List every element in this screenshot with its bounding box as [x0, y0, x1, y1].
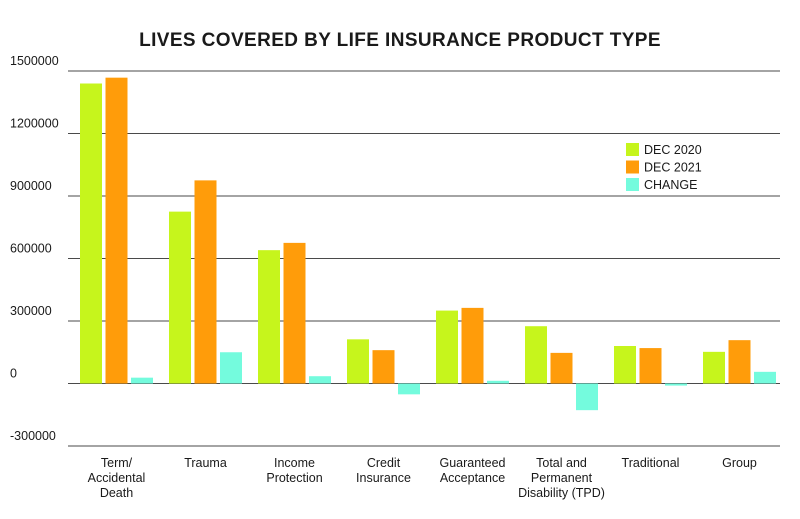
legend-swatch	[626, 178, 639, 191]
x-category-label: Total and Permanent Disability (TPD)	[518, 456, 605, 500]
bar-dec-2020	[347, 339, 369, 384]
x-category-label: Guaranteed Acceptance	[439, 456, 505, 485]
bar-dec-2021	[372, 350, 395, 384]
bar-dec-2020	[169, 211, 191, 384]
legend: DEC 2020 DEC 2021 CHANGE	[626, 143, 702, 192]
bar-change	[754, 371, 776, 384]
bar-change	[220, 352, 242, 384]
x-category-label: Term/Accidental Death	[88, 456, 146, 500]
y-tick-label: 0	[10, 367, 17, 381]
x-category-label: Credit Insurance	[356, 456, 411, 485]
y-tick-label: 1500000	[10, 54, 59, 68]
bar-change	[576, 383, 598, 411]
x-category-label: Group	[722, 456, 757, 470]
bar-dec-2021	[728, 340, 751, 384]
bar-dec-2020	[703, 351, 725, 384]
bar-dec-2021	[194, 180, 217, 384]
bar-dec-2020	[80, 83, 102, 384]
x-axis: Term/Accidental Death Trauma Income Protecti…	[88, 456, 757, 500]
bar-change	[487, 380, 509, 384]
bar-change	[309, 376, 331, 384]
bar-dec-2020	[525, 326, 547, 384]
y-tick-label: 600000	[10, 242, 52, 256]
bar-change	[131, 377, 153, 384]
x-category-label: Trauma	[184, 456, 227, 470]
bar-dec-2020	[436, 310, 458, 384]
bar-change	[398, 383, 420, 395]
legend-swatch	[626, 160, 639, 174]
x-category-label: Income Protection	[266, 456, 322, 485]
legend-label: DEC 2020	[644, 143, 702, 157]
gridlines	[68, 70, 780, 447]
bar-dec-2020	[258, 250, 280, 384]
y-tick-label: 300000	[10, 304, 52, 318]
y-axis: 1500000 1200000 900000 600000 300000 0 -300000	[10, 54, 59, 443]
legend-label: DEC 2021	[644, 161, 702, 175]
y-tick-label: -300000	[10, 429, 56, 443]
chart-title: LIVES COVERED BY LIFE INSURANCE PRODUCT …	[139, 30, 661, 51]
bar-dec-2020	[614, 346, 636, 384]
bars	[80, 77, 776, 411]
y-tick-label: 900000	[10, 179, 52, 193]
y-tick-label: 1200000	[10, 117, 59, 131]
bar-dec-2021	[461, 307, 484, 384]
bar-dec-2021	[105, 77, 128, 384]
bar-dec-2021	[283, 242, 306, 384]
legend-label: CHANGE	[644, 178, 697, 192]
x-category-label: Traditional	[622, 456, 680, 470]
bar-dec-2021	[639, 348, 662, 384]
legend-swatch	[626, 143, 639, 156]
bar-change	[665, 383, 687, 386]
bar-dec-2021	[550, 352, 573, 384]
